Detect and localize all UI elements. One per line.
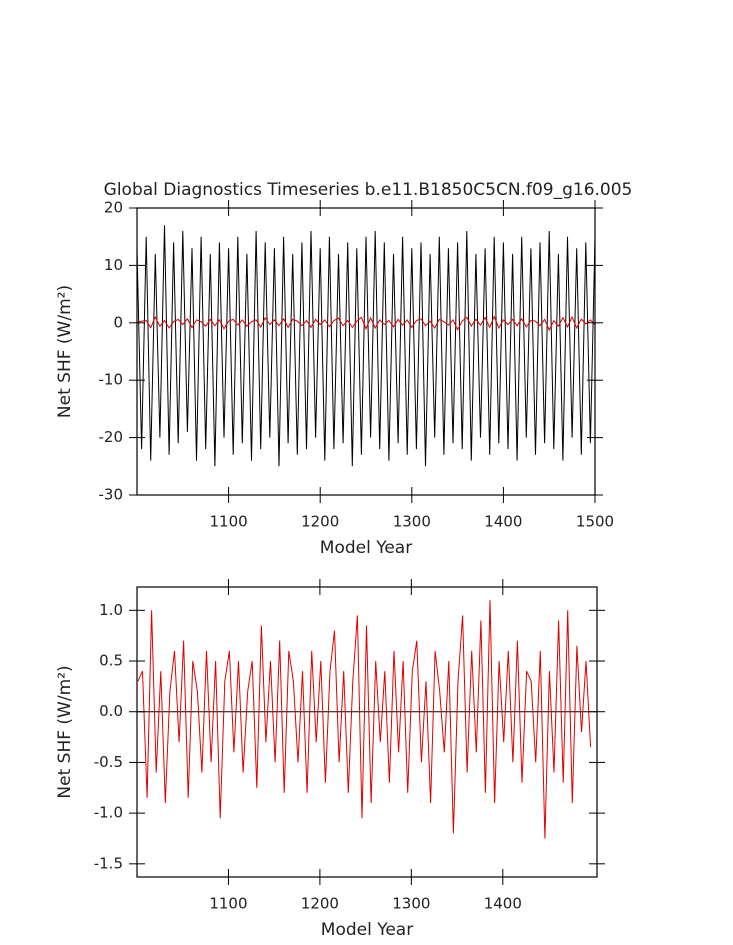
y-tick-label: 10 xyxy=(104,256,123,274)
plot-frame xyxy=(136,207,596,496)
x-tick-label: 1100 xyxy=(210,513,248,531)
y-tick-label: -20 xyxy=(99,428,124,446)
y-tick-label: -1.5 xyxy=(94,854,123,872)
y-tick-label: 0.5 xyxy=(99,652,123,670)
series-line xyxy=(136,315,596,332)
y-tick-label: -1.0 xyxy=(94,804,123,822)
y-axis-title: Net SHF (W/m²) xyxy=(55,285,75,418)
x-tick-label: 1500 xyxy=(576,513,614,531)
x-tick-label: 1300 xyxy=(393,513,431,531)
series-line xyxy=(136,225,596,467)
series-line xyxy=(137,600,592,839)
chart-title: Global Diagnostics Timeseries b.e11.B185… xyxy=(104,180,633,200)
plot-frame xyxy=(136,586,598,878)
y-tick-label: -30 xyxy=(99,486,124,504)
y-tick-label: 0.0 xyxy=(99,702,123,720)
x-tick-label: 1100 xyxy=(209,895,247,913)
y-tick-label: 1.0 xyxy=(99,601,123,619)
x-tick-label: 1200 xyxy=(301,513,339,531)
y-tick-label: 0 xyxy=(113,313,123,331)
x-tick-label: 1200 xyxy=(301,895,339,913)
y-tick-label: -10 xyxy=(99,371,124,389)
x-tick-label: 1400 xyxy=(484,513,522,531)
x-axis-title: Model Year xyxy=(321,920,413,940)
x-tick-label: 1300 xyxy=(392,895,430,913)
x-axis-title: Model Year xyxy=(320,538,412,558)
y-tick-label: -0.5 xyxy=(94,753,123,771)
y-tick-label: 20 xyxy=(104,199,123,217)
y-axis-title: Net SHF (W/m²) xyxy=(55,665,75,798)
x-tick-label: 1400 xyxy=(484,895,522,913)
